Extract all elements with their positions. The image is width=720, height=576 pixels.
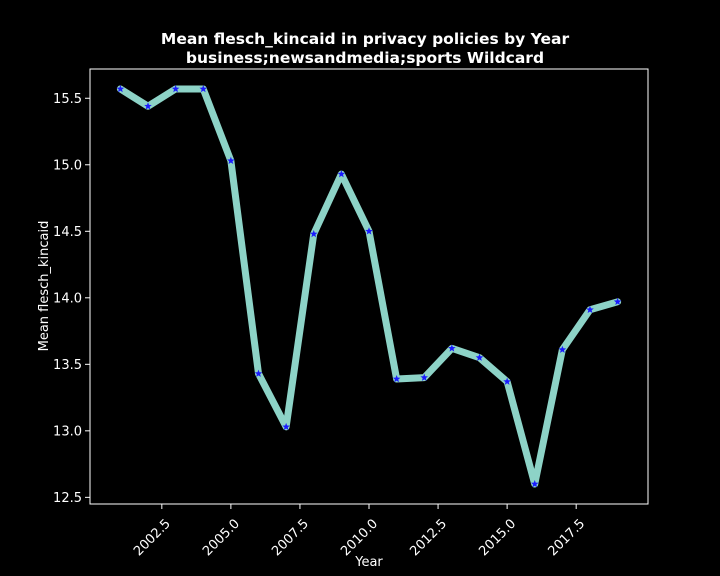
- y-tick-label: 15.5: [53, 92, 82, 107]
- data-point: [337, 170, 346, 178]
- data-point: [254, 369, 263, 377]
- x-axis-label: Year: [354, 555, 383, 570]
- y-tick-label: 14.5: [53, 225, 82, 240]
- y-tick-label: 13.0: [53, 424, 82, 439]
- y-tick-label: 15.0: [53, 158, 82, 173]
- data-point: [199, 84, 208, 93]
- data-point: [365, 227, 373, 235]
- data-point: [420, 373, 429, 381]
- x-tick-label: 2015.0: [476, 516, 519, 559]
- y-tick-label: 13.5: [53, 358, 82, 373]
- x-tick-label: 2012.5: [407, 516, 450, 559]
- y-tick-label: 14.0: [53, 291, 82, 306]
- data-point: [116, 84, 125, 93]
- x-axis: 2002.5 2005.0 2007.5 2010.0 2012.5 2015.0 2017…: [131, 504, 588, 559]
- x-tick-label: 2002.5: [131, 516, 174, 559]
- x-tick-label: 2017.5: [545, 516, 588, 559]
- data-point: [309, 229, 318, 238]
- data-point: [530, 480, 539, 488]
- data-point: [586, 305, 594, 314]
- chart-title: Mean flesch_kincaid in privacy policies …: [160, 30, 570, 48]
- y-axis-label: Mean flesch_kincaid: [37, 221, 52, 352]
- series-line: [116, 85, 622, 488]
- plot-area-frame: [89, 68, 649, 505]
- x-tick-label: 2005.0: [200, 516, 243, 559]
- x-tick-label: 2007.5: [269, 516, 312, 559]
- y-tick-label: 12.5: [53, 491, 82, 506]
- series-markers: [116, 84, 622, 488]
- data-point: [613, 297, 622, 306]
- data-point: [144, 102, 152, 110]
- data-point: [227, 156, 235, 165]
- data-point: [558, 345, 567, 353]
- chart-subtitle: business;newsandmedia;sports Wildcard: [185, 49, 545, 67]
- data-point: [282, 422, 290, 431]
- data-point: [503, 377, 511, 385]
- data-point: [171, 84, 180, 93]
- data-point: [448, 344, 456, 352]
- y-axis: 12.5 13.0 13.5 14.0 14.5 15.0 15.5: [53, 92, 90, 506]
- data-point: [392, 374, 401, 383]
- x-tick-label: 2010.0: [338, 516, 381, 559]
- data-point: [475, 353, 484, 361]
